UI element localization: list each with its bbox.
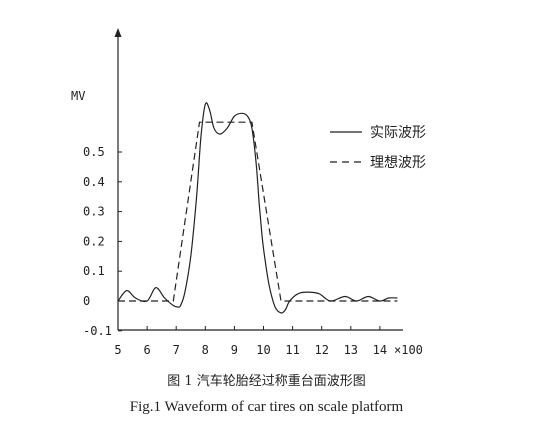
axes: [114, 28, 403, 331]
y-tick-label: 0.2: [83, 234, 105, 248]
x-tick-label: 13: [344, 343, 358, 357]
y-tick-label: 0.5: [83, 145, 105, 159]
x-tick-label: 12: [314, 343, 328, 357]
x-tick-label: 9: [231, 343, 238, 357]
x-tick-label: 14: [373, 343, 387, 357]
series-lines: [117, 102, 398, 314]
x-tick-label: 6: [143, 343, 150, 357]
y-tick-label: 0: [83, 294, 90, 308]
y-tick-label: 0.4: [83, 175, 105, 189]
series-line-0: [117, 102, 398, 314]
legend-label-1: 理想波形: [370, 155, 426, 171]
x-unit-label: ×100: [394, 343, 423, 357]
x-tick-label: 8: [202, 343, 209, 357]
x-tick-label: 5: [114, 343, 121, 357]
x-tick-label: 11: [285, 343, 299, 357]
x-tick-label: 7: [173, 343, 180, 357]
y-axis-arrow: [114, 28, 122, 37]
y-tick-label: -0.1: [83, 324, 112, 338]
caption-chinese: 图 1 汽车轮胎经过称重台面波形图: [167, 374, 366, 389]
y-axis-label: MV: [71, 89, 85, 103]
series-line-1: [118, 121, 398, 302]
x-tick-label: 10: [256, 343, 270, 357]
y-tick-label: 0.1: [83, 264, 105, 278]
legend-label-0: 实际波形: [370, 125, 426, 141]
tick-labels: 5 6 7 8 9 10 11 12 13 14 ×100 -0.1 0 0.1 0.2 0.3 0.4 0.5 M…: [71, 89, 423, 357]
caption-english: Fig.1 Waveform of car tires on scale pla…: [129, 399, 404, 415]
y-tick-label: 0.3: [83, 205, 105, 219]
